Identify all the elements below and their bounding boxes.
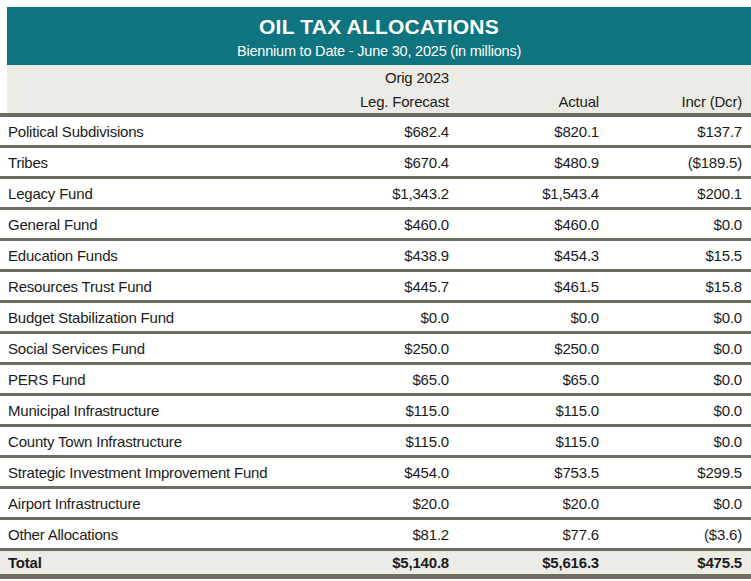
incr-value: $15.5 [599,247,751,264]
column-group-orig-2023: Orig 2023 [309,69,449,86]
row-label: Airport Infrastructure [0,495,309,512]
incr-value: $137.7 [599,123,751,140]
column-header-actual: Actual [449,93,599,110]
actual-value: $753.5 [449,464,599,481]
table-row: Political Subdivisions $682.4 $820.1 $13… [0,117,751,148]
incr-value: $200.1 [599,185,751,202]
table-body: Political Subdivisions $682.4 $820.1 $13… [0,117,751,551]
column-header-leg-forecast: Leg. Forecast [309,93,449,110]
forecast-value: $1,343.2 [309,185,449,202]
forecast-value: $460.0 [309,216,449,233]
forecast-value: $445.7 [309,278,449,295]
row-label: Budget Stabilization Fund [0,309,309,326]
forecast-value: $454.0 [309,464,449,481]
actual-value: $460.0 [449,216,599,233]
page-subtitle: Biennium to Date - June 30, 2025 (in mil… [7,41,751,61]
table-row: Tribes $670.4 $480.9 ($189.5) [0,148,751,179]
actual-value: $480.9 [449,154,599,171]
row-label: Tribes [0,154,309,171]
actual-value: $1,543.4 [449,185,599,202]
total-incr-value: $475.5 [599,554,751,571]
column-header-row: Leg. Forecast Actual Incr (Dcr) [7,89,751,113]
table-row: Education Funds $438.9 $454.3 $15.5 [0,241,751,272]
forecast-value: $65.0 [309,371,449,388]
incr-value: $0.0 [599,340,751,357]
forecast-value: $20.0 [309,495,449,512]
actual-value: $454.3 [449,247,599,264]
row-label: Municipal Infrastructure [0,402,309,419]
forecast-value: $670.4 [309,154,449,171]
incr-value: $15.8 [599,278,751,295]
total-actual-value: $5,616.3 [449,554,599,571]
forecast-value: $115.0 [309,402,449,419]
incr-value: $0.0 [599,216,751,233]
incr-value: ($189.5) [599,154,751,171]
table-row: Social Services Fund $250.0 $250.0 $0.0 [0,334,751,365]
total-row: Total $5,140.8 $5,616.3 $475.5 [0,551,751,574]
total-forecast-value: $5,140.8 [309,554,449,571]
column-header-band: Orig 2023 Leg. Forecast Actual Incr (Dcr… [7,65,751,113]
title-band: OIL TAX ALLOCATIONS Biennium to Date - J… [7,7,751,65]
bottom-bar [0,574,751,579]
row-label: County Town Infrastructure [0,433,309,450]
table-row: PERS Fund $65.0 $65.0 $0.0 [0,365,751,396]
column-header-incr-dcr: Incr (Dcr) [599,93,751,110]
row-label: Education Funds [0,247,309,264]
actual-value: $115.0 [449,402,599,419]
table-row: Airport Infrastructure $20.0 $20.0 $0.0 [0,489,751,520]
actual-value: $0.0 [449,309,599,326]
forecast-value: $250.0 [309,340,449,357]
table-row: Budget Stabilization Fund $0.0 $0.0 $0.0 [0,303,751,334]
table-row: Legacy Fund $1,343.2 $1,543.4 $200.1 [0,179,751,210]
incr-value: $0.0 [599,371,751,388]
table-row: General Fund $460.0 $460.0 $0.0 [0,210,751,241]
row-label: Other Allocations [0,526,309,543]
forecast-value: $81.2 [309,526,449,543]
incr-value: $0.0 [599,495,751,512]
row-label: Social Services Fund [0,340,309,357]
row-label: General Fund [0,216,309,233]
table-row: Other Allocations $81.2 $77.6 ($3.6) [0,520,751,551]
table-row: Resources Trust Fund $445.7 $461.5 $15.8 [0,272,751,303]
row-label: Resources Trust Fund [0,278,309,295]
actual-value: $77.6 [449,526,599,543]
incr-value: $0.0 [599,402,751,419]
row-label: Strategic Investment Improvement Fund [0,464,309,481]
forecast-value: $0.0 [309,309,449,326]
incr-value: ($3.6) [599,526,751,543]
actual-value: $250.0 [449,340,599,357]
forecast-value: $682.4 [309,123,449,140]
row-label: Political Subdivisions [0,123,309,140]
incr-value: $0.0 [599,433,751,450]
actual-value: $820.1 [449,123,599,140]
incr-value: $0.0 [599,309,751,326]
actual-value: $115.0 [449,433,599,450]
table-row: Municipal Infrastructure $115.0 $115.0 $… [0,396,751,427]
actual-value: $20.0 [449,495,599,512]
column-group-row: Orig 2023 [7,65,751,89]
oil-tax-allocations-table: OIL TAX ALLOCATIONS Biennium to Date - J… [0,7,751,581]
row-label: Legacy Fund [0,185,309,202]
forecast-value: $115.0 [309,433,449,450]
total-label: Total [0,554,309,571]
row-label: PERS Fund [0,371,309,388]
page-title: OIL TAX ALLOCATIONS [7,13,751,41]
actual-value: $65.0 [449,371,599,388]
table-row: Strategic Investment Improvement Fund $4… [0,458,751,489]
table-row: County Town Infrastructure $115.0 $115.0… [0,427,751,458]
actual-value: $461.5 [449,278,599,295]
forecast-value: $438.9 [309,247,449,264]
incr-value: $299.5 [599,464,751,481]
